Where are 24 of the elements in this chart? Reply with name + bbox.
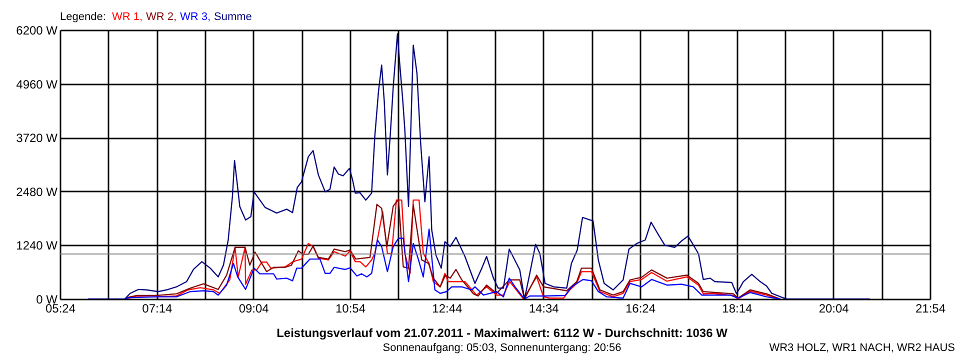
text: Summe [214,11,252,23]
y-tick-label: 6200 W [16,24,58,38]
y-tick-label: 1240 W [16,238,58,253]
y-tick-label: 3720 W [16,131,58,146]
text: WR 1, [112,11,143,23]
x-tick-label: 09:04 [238,302,270,316]
x-tick-label: 20:04 [818,302,850,316]
text: Sonnenaufgang: 05:03, Sonnenuntergang: 20:56 [382,342,622,354]
y-tick-label: 4960 W [16,77,58,92]
line-series [124,228,781,299]
y-tick-label: 2480 W [16,184,58,199]
legend-title: Legende: [60,11,106,23]
x-tick-label: 18:14 [722,302,753,316]
x-tick-label: 12:44 [432,302,463,316]
x-tick-label: 07:14 [142,302,173,316]
text: WR 3, [180,11,211,23]
text: WR 2, [146,11,177,23]
x-tick-label: 16:24 [625,302,656,316]
x-tick-label: 21:54 [915,302,946,316]
line-series [87,33,870,299]
text: Leistungsverlauf vom 21.07.2011 - Maximalwert: 6112 W - Durchschnitt: 1036 W [276,326,728,340]
x-tick-label: 10:54 [335,302,366,316]
text: WR3 HOLZ, WR1 NACH, WR2 HAUS [769,342,955,354]
x-tick-label: 14:34 [528,302,560,316]
